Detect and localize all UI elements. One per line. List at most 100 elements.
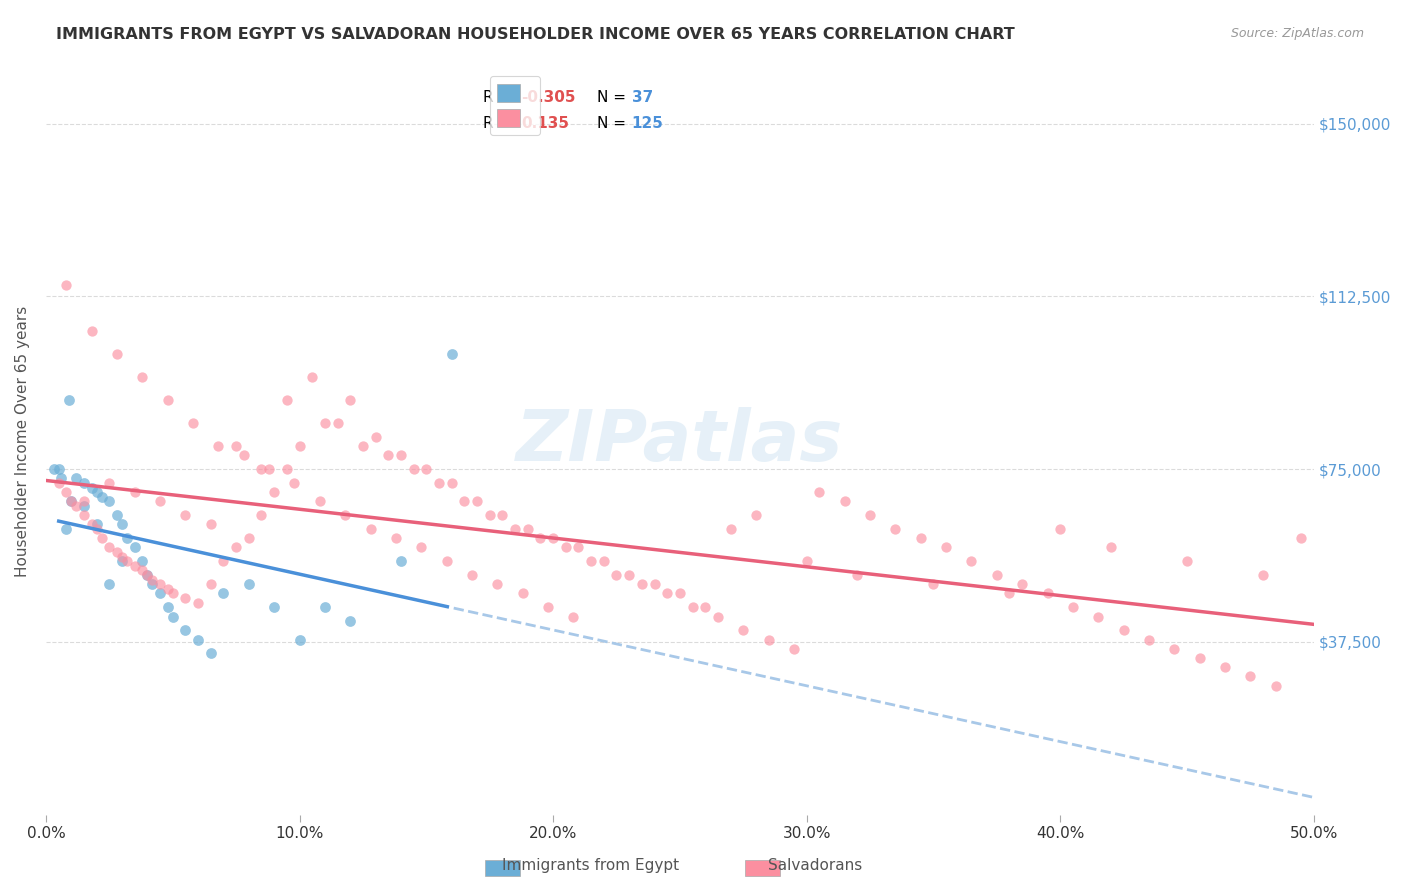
Point (65, 471, 87, 485)
Point (276, 462, 298, 476)
Point (427, 475, 450, 490)
Point (707, 609, 730, 624)
Point (136, 568, 159, 582)
Point (73, 508, 96, 523)
Point (174, 591, 197, 605)
Point (257, 462, 280, 476)
Point (136, 568, 159, 582)
Point (859, 508, 882, 523)
Point (86, 517, 108, 532)
Point (516, 522, 538, 536)
Point (181, 416, 204, 430)
Text: Source: ZipAtlas.com: Source: ZipAtlas.com (1230, 27, 1364, 40)
Point (105, 545, 128, 559)
Point (111, 517, 134, 532)
Point (86, 485, 108, 500)
Point (238, 531, 260, 545)
Point (314, 600, 336, 615)
Point (115, 531, 138, 545)
Point (1163, 641, 1185, 656)
Point (884, 522, 907, 536)
Point (1264, 679, 1286, 693)
Point (149, 494, 172, 508)
Point (1175, 554, 1198, 568)
Point (402, 462, 425, 476)
Point (73, 494, 96, 508)
Point (187, 596, 209, 610)
Point (579, 554, 602, 568)
Text: N =: N = (598, 90, 631, 105)
Point (80, 324, 103, 338)
Point (333, 508, 356, 523)
Point (567, 541, 589, 555)
Point (98, 494, 121, 508)
Point (562, 609, 585, 624)
Point (377, 448, 399, 462)
Point (131, 370, 153, 384)
Point (55, 277, 77, 292)
Point (288, 439, 311, 453)
Point (935, 541, 957, 555)
Point (162, 586, 184, 600)
Point (86, 522, 108, 536)
Point (1099, 541, 1122, 555)
Point (1251, 568, 1274, 582)
Point (486, 577, 509, 591)
Point (225, 439, 247, 453)
Point (276, 393, 298, 408)
Point (695, 600, 717, 615)
Point (115, 554, 138, 568)
Point (960, 554, 983, 568)
Point (42, 462, 65, 476)
Point (301, 370, 323, 384)
Point (314, 416, 336, 430)
Point (98, 541, 121, 555)
Point (131, 554, 153, 568)
Point (1049, 522, 1071, 536)
Point (174, 508, 197, 523)
Point (80, 481, 103, 495)
FancyBboxPatch shape (745, 860, 780, 876)
Point (55, 485, 77, 500)
Point (554, 541, 576, 555)
Point (51, 471, 73, 485)
Point (1087, 609, 1109, 624)
Point (440, 475, 463, 490)
Point (207, 439, 229, 453)
Point (733, 624, 755, 638)
Point (263, 485, 285, 500)
Point (65, 499, 87, 513)
Point (174, 624, 197, 638)
Point (986, 568, 1008, 582)
Point (238, 577, 260, 591)
Point (1137, 632, 1160, 647)
Point (212, 586, 235, 600)
Point (48, 475, 70, 490)
Point (98, 577, 121, 591)
Point (385, 531, 408, 545)
Text: 125: 125 (631, 116, 664, 131)
Point (415, 462, 437, 476)
Point (55, 522, 77, 536)
Point (48, 462, 70, 476)
Point (156, 600, 179, 615)
Point (1239, 669, 1261, 683)
Point (250, 508, 273, 523)
Point (364, 430, 387, 444)
Point (465, 494, 488, 508)
Point (682, 600, 704, 615)
Point (411, 541, 433, 555)
Point (389, 554, 412, 568)
Text: R =: R = (484, 116, 522, 131)
Point (200, 517, 222, 532)
Point (529, 531, 551, 545)
Point (263, 600, 285, 615)
Point (60, 494, 83, 508)
Point (288, 632, 311, 647)
Text: -0.305: -0.305 (522, 90, 576, 105)
Point (657, 586, 679, 600)
Point (250, 462, 273, 476)
Point (440, 347, 463, 361)
Point (834, 494, 856, 508)
Point (352, 439, 374, 453)
